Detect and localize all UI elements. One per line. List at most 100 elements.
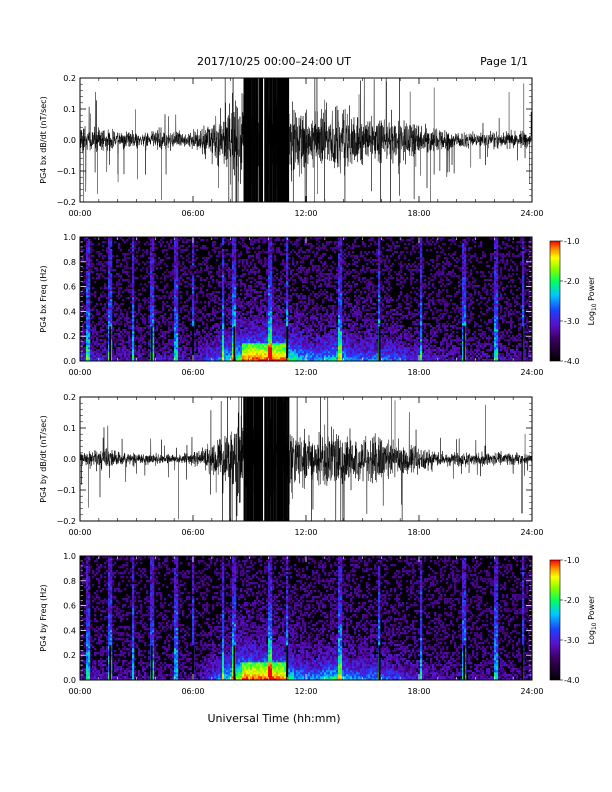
spectrogram-cell [152, 301, 155, 304]
spectrogram-cell [260, 307, 263, 310]
spectrogram-cell [298, 331, 301, 334]
spectrogram-cell [102, 345, 105, 348]
spectrogram-cell [318, 327, 321, 330]
spectrogram-cell [306, 303, 309, 306]
spectrogram-cell [274, 283, 277, 286]
spectrogram-cell [340, 321, 343, 324]
spectrogram-cell [280, 281, 283, 284]
spectrogram-cell [240, 353, 243, 356]
spectrogram-cell [298, 267, 301, 270]
spectrogram-cell [266, 293, 269, 296]
spectrogram-cell [338, 351, 341, 354]
spectrogram-cell [170, 247, 173, 250]
spectrogram-cell [108, 237, 111, 240]
spectrogram-cell [96, 263, 99, 266]
spectrogram-cell [80, 339, 83, 342]
spectrogram-cell [156, 357, 159, 360]
spectrogram-cell [292, 355, 295, 358]
spectrogram-cell [238, 345, 241, 348]
spectrogram-cell [286, 303, 289, 306]
spectrogram-cell [88, 355, 91, 358]
spectrogram-cell [252, 335, 255, 338]
spectrogram-cell [320, 255, 323, 258]
spectrogram-cell [88, 251, 91, 254]
spectrogram-cell [274, 349, 277, 352]
spectrogram-cell [324, 313, 327, 316]
spectrogram-cell [294, 289, 297, 292]
spectrogram-cell [132, 263, 135, 266]
spectrogram-cell [182, 245, 185, 248]
spectrogram-cell [234, 255, 237, 258]
spectrogram-cell [270, 287, 273, 290]
spectrogram-cell [238, 253, 241, 256]
spectrogram-cell [220, 343, 223, 346]
spectrogram-cell [86, 279, 89, 282]
spectrogram-cell [200, 345, 203, 348]
spectrogram-cell [270, 335, 273, 338]
spectrogram-cell [280, 357, 283, 360]
spectrogram-cell [280, 283, 283, 286]
spectrogram-cell [242, 319, 245, 322]
spectrogram-cell [292, 359, 295, 362]
spectrogram-cell [140, 317, 143, 320]
spectrogram-cell [286, 309, 289, 312]
spectrogram-cell [100, 261, 103, 264]
spectrogram-cell [200, 357, 203, 360]
spectrogram-cell [150, 299, 153, 302]
spectrogram-cell [170, 321, 173, 324]
spectrogram-cell [328, 283, 331, 286]
spectrogram-cell [210, 277, 213, 280]
spectrogram-cell [116, 281, 119, 284]
spectrogram-cell [122, 253, 125, 256]
spectrogram-cell [124, 345, 127, 348]
spectrogram-cell [228, 333, 231, 336]
spectrogram-cell [250, 329, 253, 332]
spectrogram-cell [110, 339, 113, 342]
spectrogram-cell [328, 353, 331, 356]
spectrogram-cell [178, 247, 181, 250]
spectrogram-cell [200, 347, 203, 350]
spectrogram-cell [226, 315, 229, 318]
spectrogram-cell [220, 357, 223, 360]
spectrogram-cell [232, 241, 235, 244]
spectrogram-cell [216, 317, 219, 320]
spectrogram-cell [172, 355, 175, 358]
spectrogram-cell [318, 355, 321, 358]
spectrogram-cell [316, 239, 319, 242]
spectrogram-cell [214, 247, 217, 250]
spectrogram-cell [264, 295, 267, 298]
spectrogram-cell [132, 353, 135, 356]
spectrogram-cell [88, 243, 91, 246]
spectrogram-cell [332, 357, 335, 360]
spectrogram-cell [242, 283, 245, 286]
spectrogram-cell [104, 351, 107, 354]
spectrogram-cell [154, 247, 157, 250]
spectrogram-cell [296, 331, 299, 334]
spectrogram-cell [160, 281, 163, 284]
spectrogram-cell [234, 305, 237, 308]
spectrogram-cell [92, 345, 95, 348]
spectrogram-cell [184, 271, 187, 274]
spectrogram-cell [294, 321, 297, 324]
spectrogram-cell [214, 347, 217, 350]
spectrogram-cell [80, 343, 83, 346]
spectrogram-cell [104, 345, 107, 348]
y-tick-label: 0.1 [63, 105, 76, 114]
spectrogram-cell [282, 307, 285, 310]
spectrogram-cell [208, 315, 211, 318]
spectrogram-cell [134, 345, 137, 348]
spectrogram-cell [230, 355, 233, 358]
spectrogram-cell [278, 251, 281, 254]
spectrogram-cell [332, 247, 335, 250]
spectrogram-cell [132, 249, 135, 252]
spectrogram-cell [272, 359, 275, 362]
spectrogram-cell [180, 335, 183, 338]
spectrogram-cell [90, 359, 93, 362]
spectrogram-cell [150, 319, 153, 322]
spectrogram-cell [180, 245, 183, 248]
spectrogram-cell [90, 337, 93, 340]
spectrogram-cell [308, 311, 311, 314]
spectrogram-cell [142, 353, 145, 356]
spectrogram-cell [258, 239, 261, 242]
spectrogram-cell [144, 299, 147, 302]
